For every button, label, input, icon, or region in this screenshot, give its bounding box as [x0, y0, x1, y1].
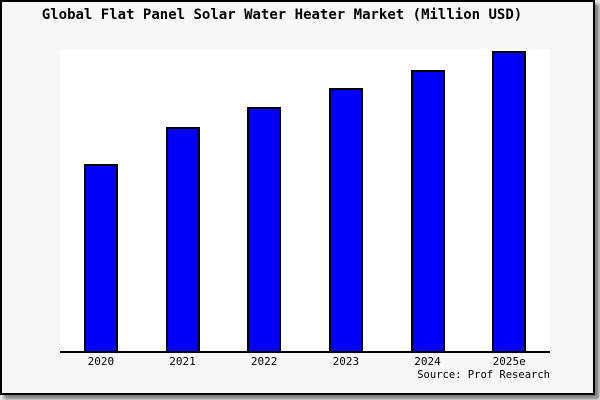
source-note: Source: Prof Research — [417, 369, 550, 381]
x-axis-label-2023: 2023 — [332, 355, 360, 368]
x-axis-label-2020: 2020 — [87, 355, 115, 368]
bar-slot — [223, 49, 305, 351]
bar-slot — [60, 49, 142, 351]
bar-2025e — [492, 51, 527, 351]
bar-2021 — [165, 127, 200, 351]
x-axis-label-2025e: 2025e — [492, 355, 526, 368]
plot-area — [60, 49, 550, 353]
x-axis-label-2022: 2022 — [250, 355, 278, 368]
bar-2022 — [247, 107, 282, 351]
bar-2023 — [328, 88, 363, 351]
x-axis-label-2024: 2024 — [414, 355, 441, 368]
bar-2024 — [410, 70, 445, 351]
bar-slot — [305, 49, 387, 351]
bar-slot — [142, 49, 224, 351]
x-axis: 2020 2021 2022 2023 2024 2025e — [60, 355, 550, 368]
bar-2020 — [83, 164, 118, 351]
bar-slot — [468, 49, 550, 351]
bar-slot — [387, 49, 469, 351]
x-axis-label-2021: 2021 — [169, 355, 196, 368]
chart-figure: Global Flat Panel Solar Water Heater Mar… — [0, 0, 595, 395]
chart-title: Global Flat Panel Solar Water Heater Mar… — [41, 7, 523, 23]
